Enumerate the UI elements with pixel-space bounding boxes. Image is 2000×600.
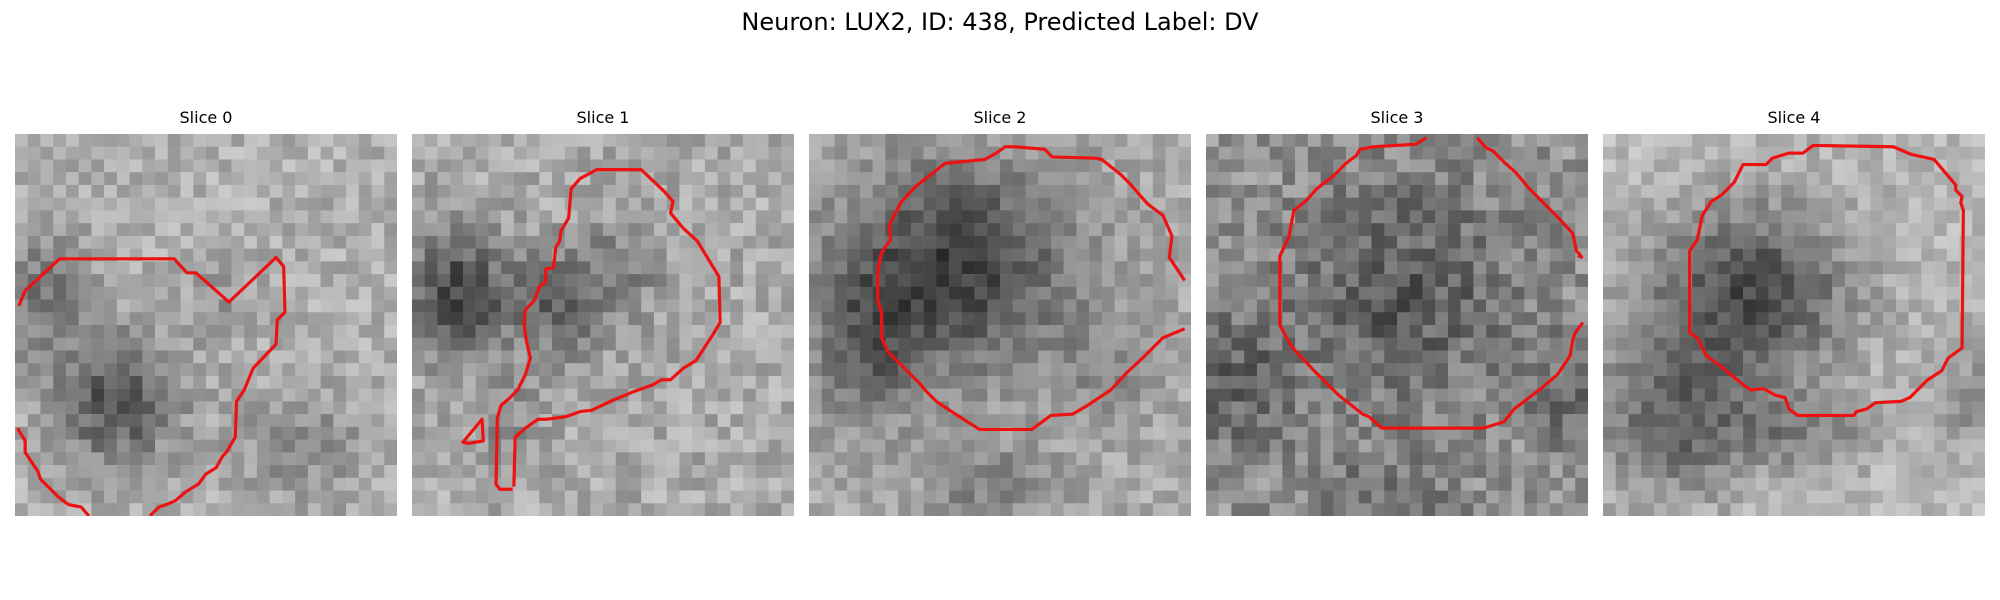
slice-0-pixels: [15, 134, 397, 516]
slice-1-contour-small: [461, 417, 485, 446]
slice-3-contour-main: [1278, 136, 1585, 430]
slice-1-title: Slice 1: [576, 108, 630, 127]
slice-1-contour-main: [494, 168, 722, 491]
slice-2-svg: [809, 134, 1191, 516]
slice-2-pixels: [809, 134, 1191, 516]
slice-4-image: [1603, 134, 1985, 516]
slice-1-svg: [412, 134, 794, 516]
slice-4-contour: [1687, 143, 1965, 417]
slice-4-pixels: [1603, 134, 1985, 516]
slice-3-title: Slice 3: [1370, 108, 1424, 127]
slice-4-svg: [1603, 134, 1985, 516]
slice-3-pixels: [1206, 134, 1588, 516]
slice-0-image: [15, 134, 397, 516]
slice-0-contour-upper: [17, 255, 287, 516]
slice-0-contour-lower: [16, 427, 91, 516]
slice-2-image: [809, 134, 1191, 516]
slice-2-contour: [876, 145, 1186, 432]
slice-0-title: Slice 0: [179, 108, 233, 127]
slice-1-image: [412, 134, 794, 516]
slice-4-title: Slice 4: [1767, 108, 1821, 127]
slice-3-svg: [1206, 134, 1588, 516]
slice-3-contour-right: [1476, 136, 1584, 260]
slice-3-image: [1206, 134, 1588, 516]
slice-2-title: Slice 2: [973, 108, 1027, 127]
figure-title: Neuron: LUX2, ID: 438, Predicted Label: …: [741, 8, 1259, 36]
slice-1-pixels: [412, 134, 794, 516]
slice-0-svg: [15, 134, 397, 516]
